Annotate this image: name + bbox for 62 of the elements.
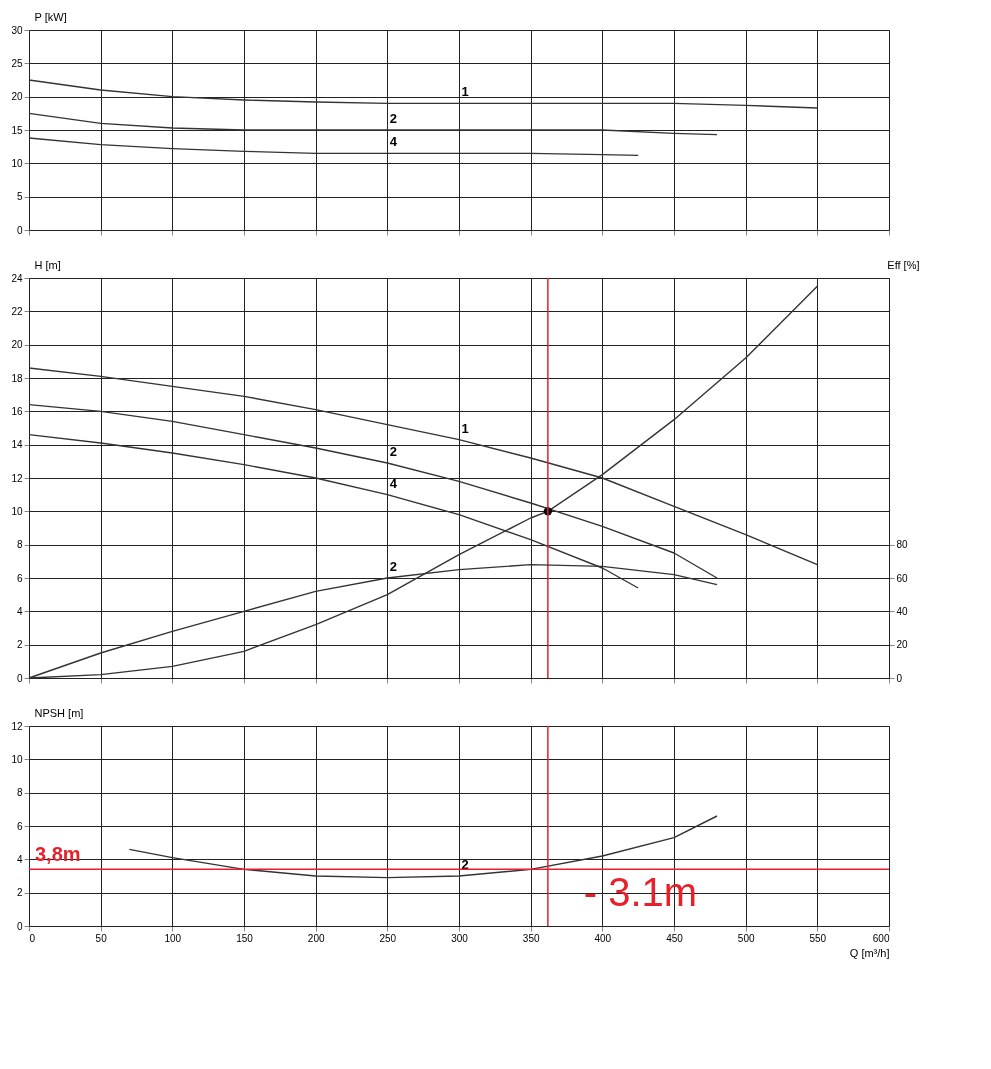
y-tick-label: 0 — [16, 920, 23, 932]
y-tick-label: 10 — [11, 505, 23, 517]
x-tick-label: 200 — [307, 932, 325, 944]
y2-tick-label: 60 — [896, 572, 909, 584]
y2-tick-label: 80 — [896, 539, 909, 551]
y-tick-label: 20 — [11, 91, 23, 103]
y-tick-label: 12 — [11, 472, 23, 484]
y-tick-label: 10 — [11, 753, 23, 765]
x-tick-label: 150 — [236, 932, 254, 944]
x-axis-title: Q [m³/h] — [849, 946, 890, 959]
y-tick-label: 24 — [11, 272, 23, 284]
x-tick-label: 450 — [666, 932, 684, 944]
y-tick-label: 14 — [11, 439, 23, 451]
series-label: 2 — [461, 857, 469, 872]
y-tick-label: 0 — [16, 224, 23, 236]
series-label: 1 — [461, 420, 469, 436]
y-tick-label: 0 — [16, 672, 23, 684]
x-tick-label: 0 — [29, 932, 36, 944]
series-label: 2 — [389, 111, 397, 126]
y-axis-title: H [m] — [34, 258, 61, 271]
y-tick-label: 2 — [16, 887, 23, 899]
x-tick-label: 300 — [451, 932, 469, 944]
y-tick-label: 16 — [11, 405, 23, 417]
x-tick-label: 50 — [95, 932, 108, 944]
series-label: 2 — [389, 444, 397, 459]
line-series — [28, 112, 718, 136]
x-tick-label: 250 — [379, 932, 397, 944]
y2-tick-label: 0 — [896, 672, 903, 684]
y-tick-label: 22 — [11, 305, 23, 317]
y-tick-label: 6 — [16, 820, 23, 832]
y2-axis-title: Eff [%] — [887, 258, 920, 271]
y-tick-label: 18 — [11, 372, 23, 384]
y-axis-title: NPSH [m] — [34, 706, 84, 719]
line-series — [28, 79, 819, 109]
x-tick-label: 600 — [872, 932, 890, 944]
x-tick-label: 550 — [809, 932, 827, 944]
series-label: 2 — [389, 559, 397, 574]
y-tick-label: 30 — [11, 24, 23, 36]
x-tick-label: 100 — [164, 932, 182, 944]
y-tick-label: 20 — [11, 339, 23, 351]
y-tick-label: 6 — [16, 572, 23, 584]
y-tick-label: 2 — [16, 639, 23, 651]
series-label: 4 — [389, 475, 398, 491]
x-tick-label: 400 — [594, 932, 612, 944]
y-tick-label: 25 — [11, 57, 23, 69]
x-tick-label: 350 — [522, 932, 540, 944]
y-tick-label: 4 — [16, 605, 23, 617]
y-tick-label: 5 — [16, 191, 23, 203]
line-series — [128, 815, 718, 879]
y-tick-label: 4 — [16, 853, 23, 865]
y-axis-title: P [kW] — [34, 10, 67, 23]
x-tick-label: 500 — [737, 932, 755, 944]
y-tick-label: 8 — [16, 539, 23, 551]
y2-tick-label: 20 — [896, 639, 909, 651]
y-tick-label: 10 — [11, 157, 23, 169]
y-tick-label: 12 — [11, 720, 23, 732]
y2-tick-label: 40 — [896, 605, 909, 617]
line-series — [28, 137, 639, 157]
series-label: 4 — [389, 134, 398, 150]
series-label: 1 — [461, 84, 469, 100]
y-tick-label: 15 — [11, 124, 23, 136]
y-tick-label: 8 — [16, 787, 23, 799]
